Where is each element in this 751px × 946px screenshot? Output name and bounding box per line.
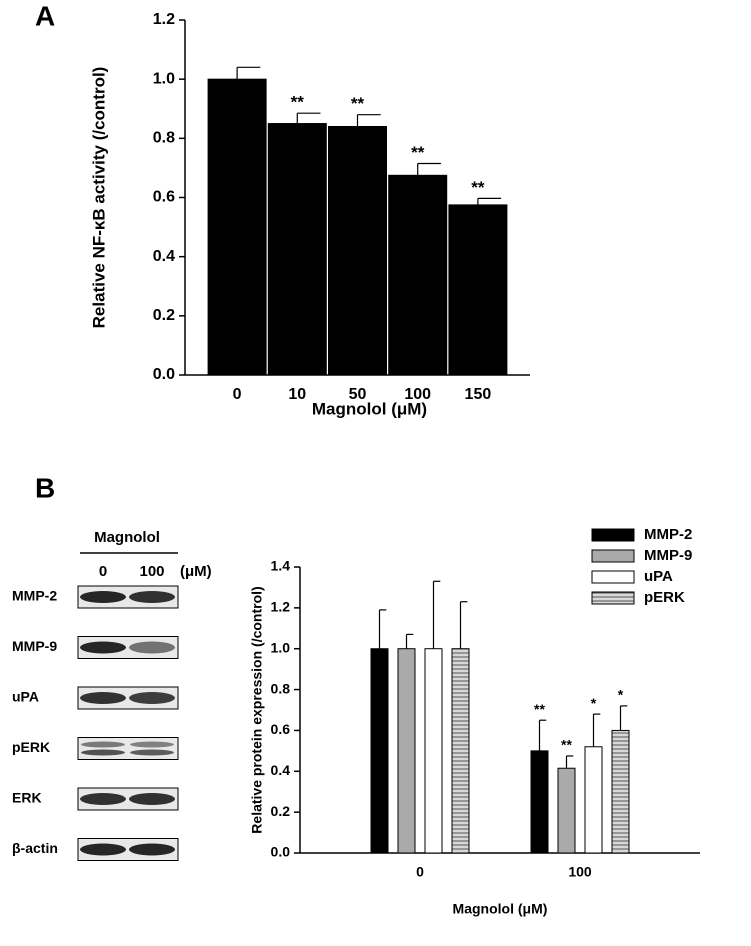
x-tick-label: 150 (465, 386, 492, 403)
lane-label: 0 (99, 563, 107, 580)
x-tick-label: 0 (416, 864, 424, 880)
western-blot: Magnolol 0 100 (μM) MMP-2 MMP-9 uPA pERK ERK… (12, 529, 212, 861)
x-tick-label: 100 (568, 864, 592, 880)
bar (328, 126, 387, 376)
blot-row-label: uPA (12, 689, 39, 705)
x-axis-title: Magnolol (μM) (312, 399, 427, 418)
blot-band (81, 749, 125, 756)
significance: ** (411, 143, 425, 162)
blot-band (80, 641, 126, 654)
blot-band (130, 741, 174, 748)
significance: ** (534, 701, 545, 717)
lane-unit: (μM) (180, 563, 212, 580)
legend-swatch (591, 591, 635, 605)
y-tick-label: 0.2 (271, 803, 291, 819)
y-tick-label: 0.6 (271, 721, 291, 737)
bar (397, 648, 416, 854)
y-axis-title: Relative NF-κB activity (/control) (89, 67, 108, 329)
significance: ** (291, 93, 305, 112)
significance: * (618, 687, 624, 703)
blot-row-label: MMP-9 (12, 638, 57, 654)
legend-label: uPA (644, 568, 673, 585)
blot-band (129, 793, 175, 805)
blot-band (129, 843, 175, 856)
legend-swatch (591, 570, 635, 584)
significance: ** (471, 178, 485, 197)
bar (530, 750, 549, 854)
bar (557, 767, 576, 854)
blot-band (80, 692, 126, 704)
legend-label: pERK (644, 589, 685, 606)
y-tick-label: 0.6 (153, 189, 175, 206)
blot-band (80, 843, 126, 856)
significance: * (591, 695, 597, 711)
blot-row-label: β-actin (12, 840, 58, 856)
bar (207, 78, 267, 376)
y-tick-label: 0.4 (153, 248, 175, 265)
y-axis-title: Relative protein expression (/control) (249, 586, 265, 833)
bar (584, 746, 603, 854)
y-tick-label: 0.0 (271, 844, 291, 860)
panel-label: B (35, 472, 55, 503)
significance: ** (561, 737, 572, 753)
blot-frame (77, 737, 179, 760)
lane-label: 100 (139, 563, 164, 580)
blot-band (130, 749, 174, 756)
blot-band (80, 793, 126, 805)
blot-band (129, 692, 175, 704)
y-tick-label: 1.2 (153, 11, 175, 28)
legend-label: MMP-9 (644, 547, 692, 564)
bar (611, 729, 630, 854)
y-tick-label: 1.0 (271, 639, 291, 655)
blot-row-label: pERK (12, 739, 50, 755)
y-tick-label: 1.2 (271, 599, 291, 615)
bar (267, 123, 327, 376)
y-tick-label: 0.8 (153, 130, 175, 147)
y-tick-label: 0.4 (271, 762, 291, 778)
y-tick-label: 0.8 (271, 680, 291, 696)
y-tick-label: 1.0 (153, 70, 175, 87)
blot-row-label: ERK (12, 790, 42, 806)
legend-swatch (591, 528, 635, 542)
blot-band (129, 591, 175, 603)
y-tick-label: 1.4 (271, 558, 291, 574)
y-tick-label: 0.0 (153, 366, 175, 383)
significance: ** (351, 94, 365, 113)
panel-label: A (35, 0, 55, 31)
x-tick-label: 0 (233, 386, 242, 403)
blot-row-label: MMP-2 (12, 588, 57, 604)
legend-swatch (591, 549, 635, 563)
blot-band (129, 641, 175, 654)
legend-label: MMP-2 (644, 526, 692, 543)
blot-band (81, 741, 125, 748)
bar (388, 174, 448, 376)
bar (448, 204, 508, 376)
bar (451, 648, 470, 854)
x-tick-label: 50 (349, 386, 367, 403)
x-tick-label: 100 (404, 386, 431, 403)
bar (370, 648, 389, 854)
y-tick-label: 0.2 (153, 307, 175, 324)
bar (424, 648, 443, 854)
blot-header: Magnolol (94, 529, 160, 546)
x-axis-title: Magnolol (μM) (453, 901, 548, 917)
x-tick-label: 10 (288, 386, 306, 403)
blot-band (80, 591, 126, 603)
